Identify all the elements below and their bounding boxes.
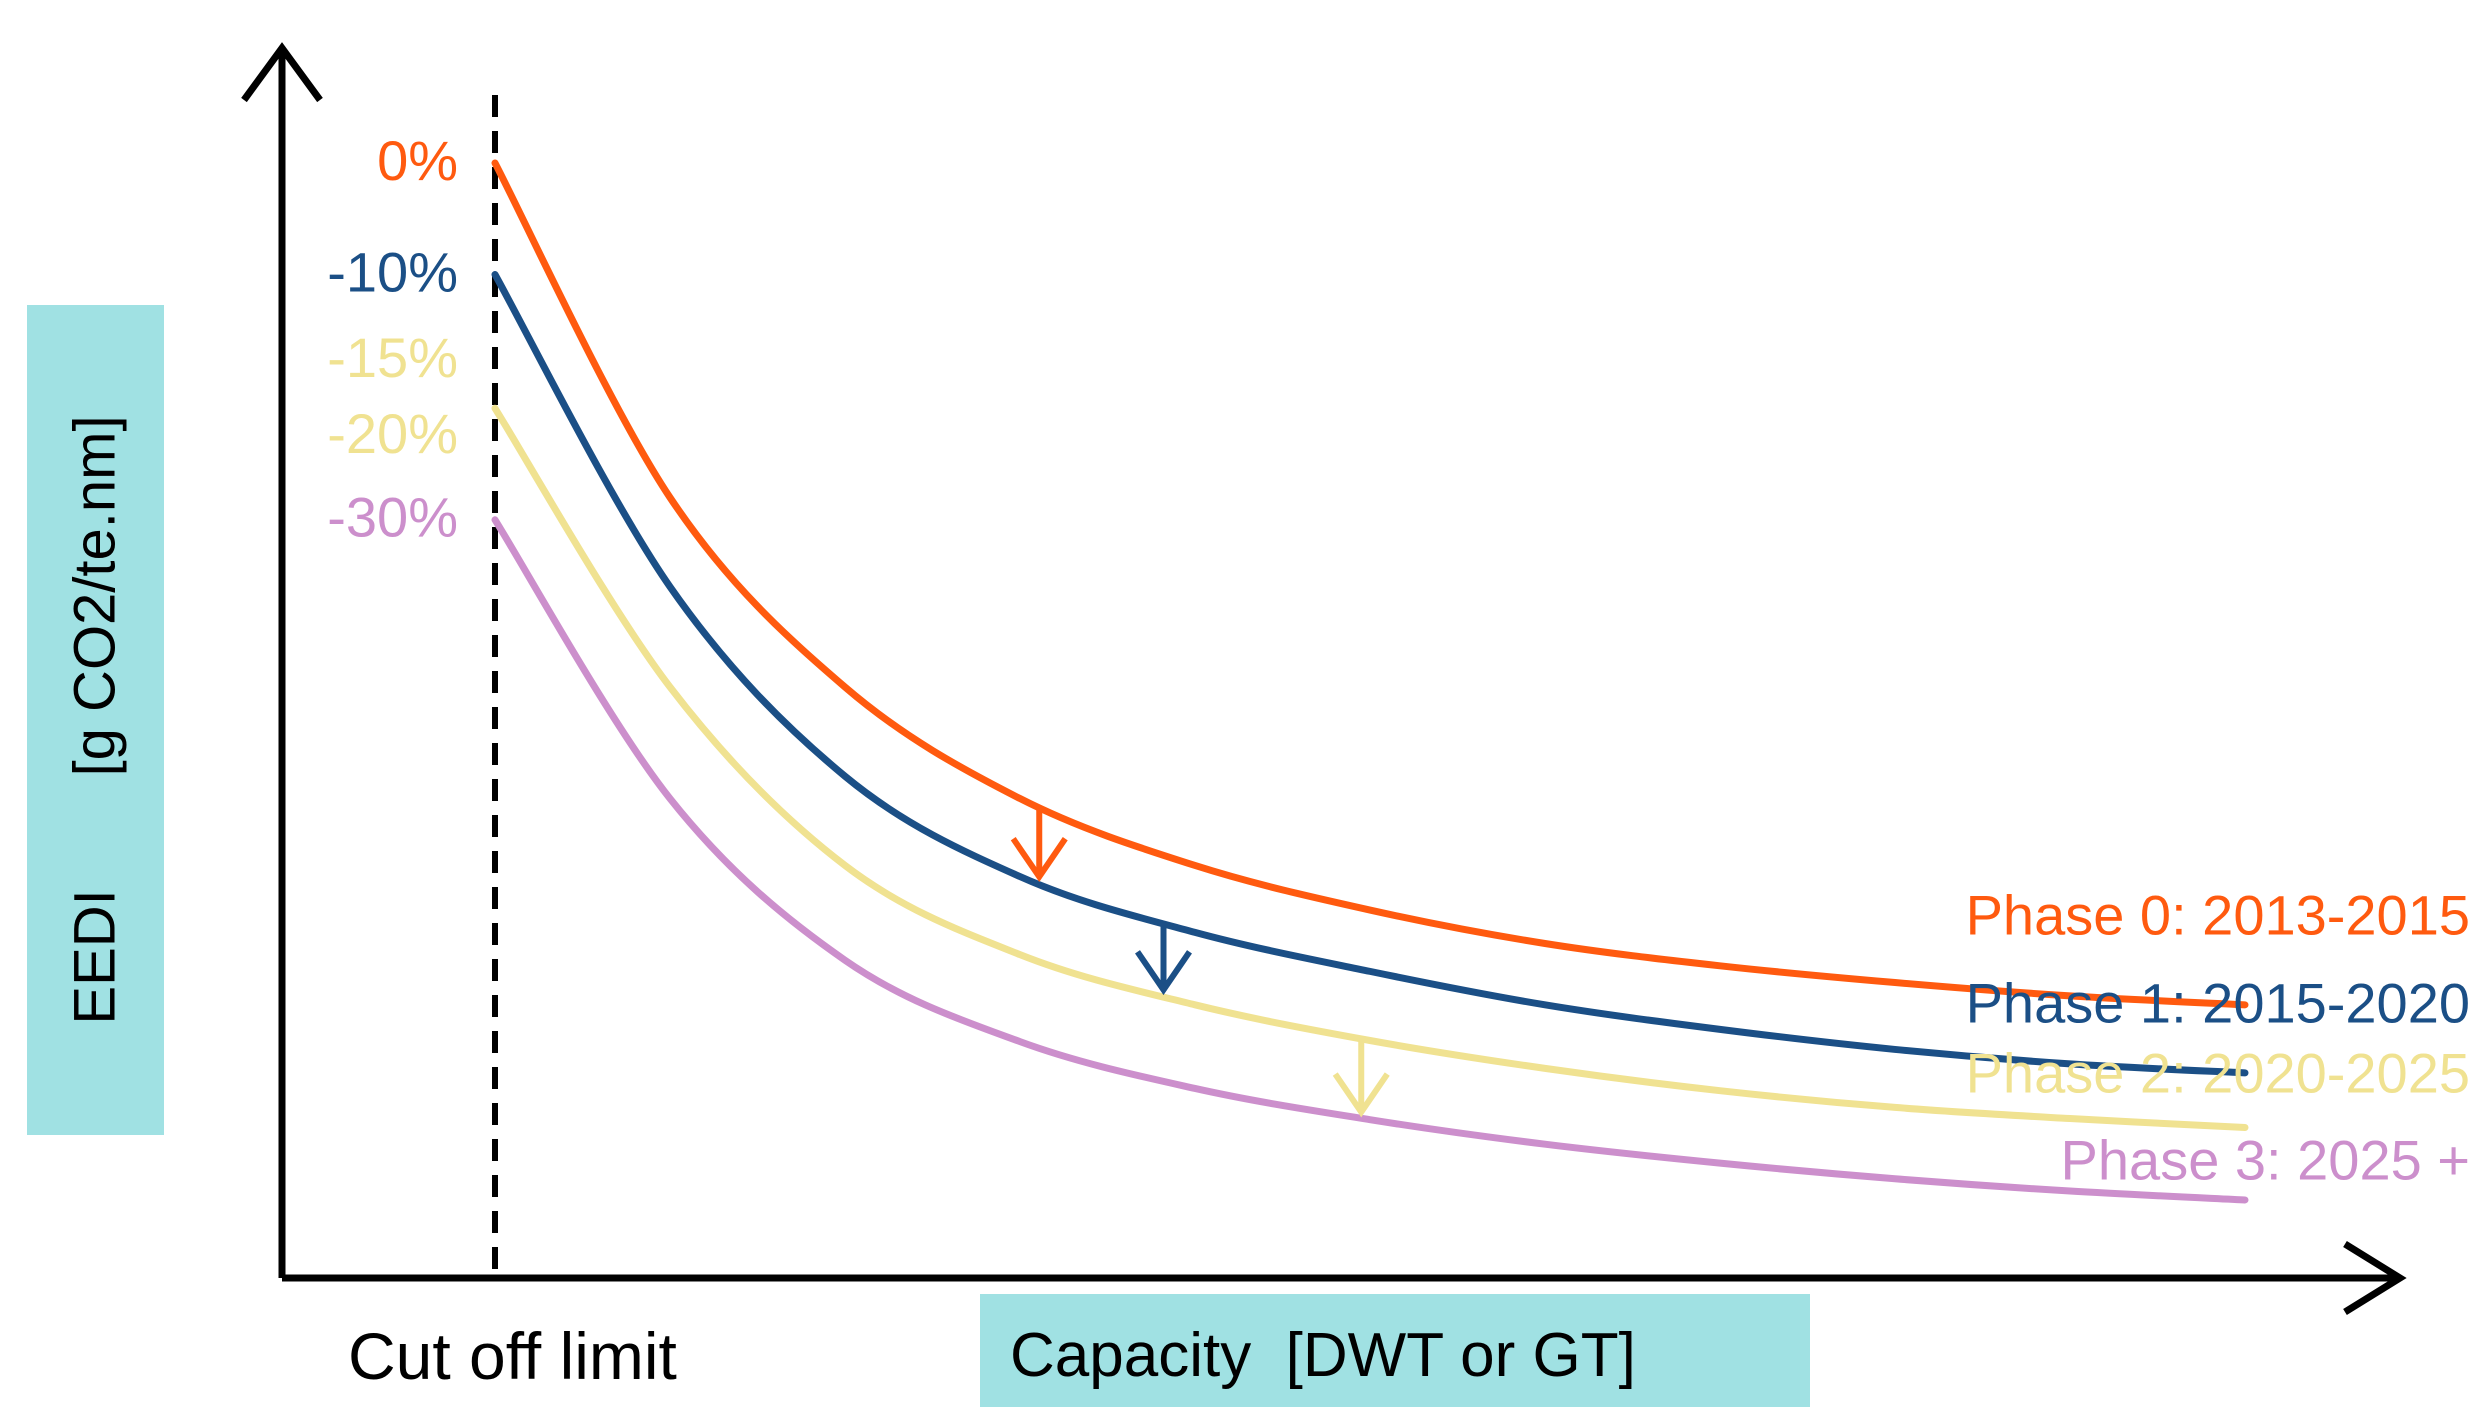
chart-arrows	[1010, 805, 1390, 1118]
x-axis-label: Capacity [DWT or GT]	[1010, 1321, 1636, 1390]
series-line-phase-1	[491, 271, 2249, 1077]
extra-start-label-0: -20%	[327, 402, 458, 465]
phase-name-label-3: Phase 3: 2025 +	[2061, 1129, 2470, 1192]
reduction-arrow-head-2	[1332, 1072, 1390, 1118]
chart-axes	[241, 42, 2407, 1315]
x-axis-arrowhead	[2343, 1241, 2407, 1315]
series-line-phase-3	[491, 516, 2249, 1204]
start-label-phase-3: -30%	[327, 486, 458, 549]
chart-series	[491, 159, 2249, 1204]
phase-name-label-0: Phase 0: 2013-2015	[1966, 884, 2470, 947]
cut-off-limit-label: Cut off limit	[348, 1319, 677, 1393]
start-label-phase-2: -15%	[327, 326, 458, 389]
reduction-arrow-0	[1010, 805, 1068, 883]
reduction-arrow-1	[1135, 922, 1192, 996]
start-label-phase-1: -10%	[327, 240, 458, 303]
chart-labels: 0% -10% -15% -30% -20% Phase 0: 2013-2015 Phas…	[327, 129, 2470, 1192]
reduction-arrow-head-1	[1135, 950, 1192, 996]
series-line-phase-0	[491, 159, 2249, 1009]
phase-name-label-1: Phase 1: 2015-2020	[1966, 972, 2470, 1035]
x-axis-label-box	[980, 1294, 1810, 1407]
reduction-arrow-2	[1332, 1038, 1390, 1118]
y-axis-label-box	[27, 305, 164, 1135]
y-axis-arrowhead	[241, 42, 323, 103]
reduction-arrow-head-0	[1010, 837, 1068, 883]
series-line-phase-2	[491, 404, 2249, 1131]
start-label-phase-0: 0%	[377, 129, 458, 192]
phase-name-label-2: Phase 2: 2020-2025	[1966, 1041, 2470, 1104]
